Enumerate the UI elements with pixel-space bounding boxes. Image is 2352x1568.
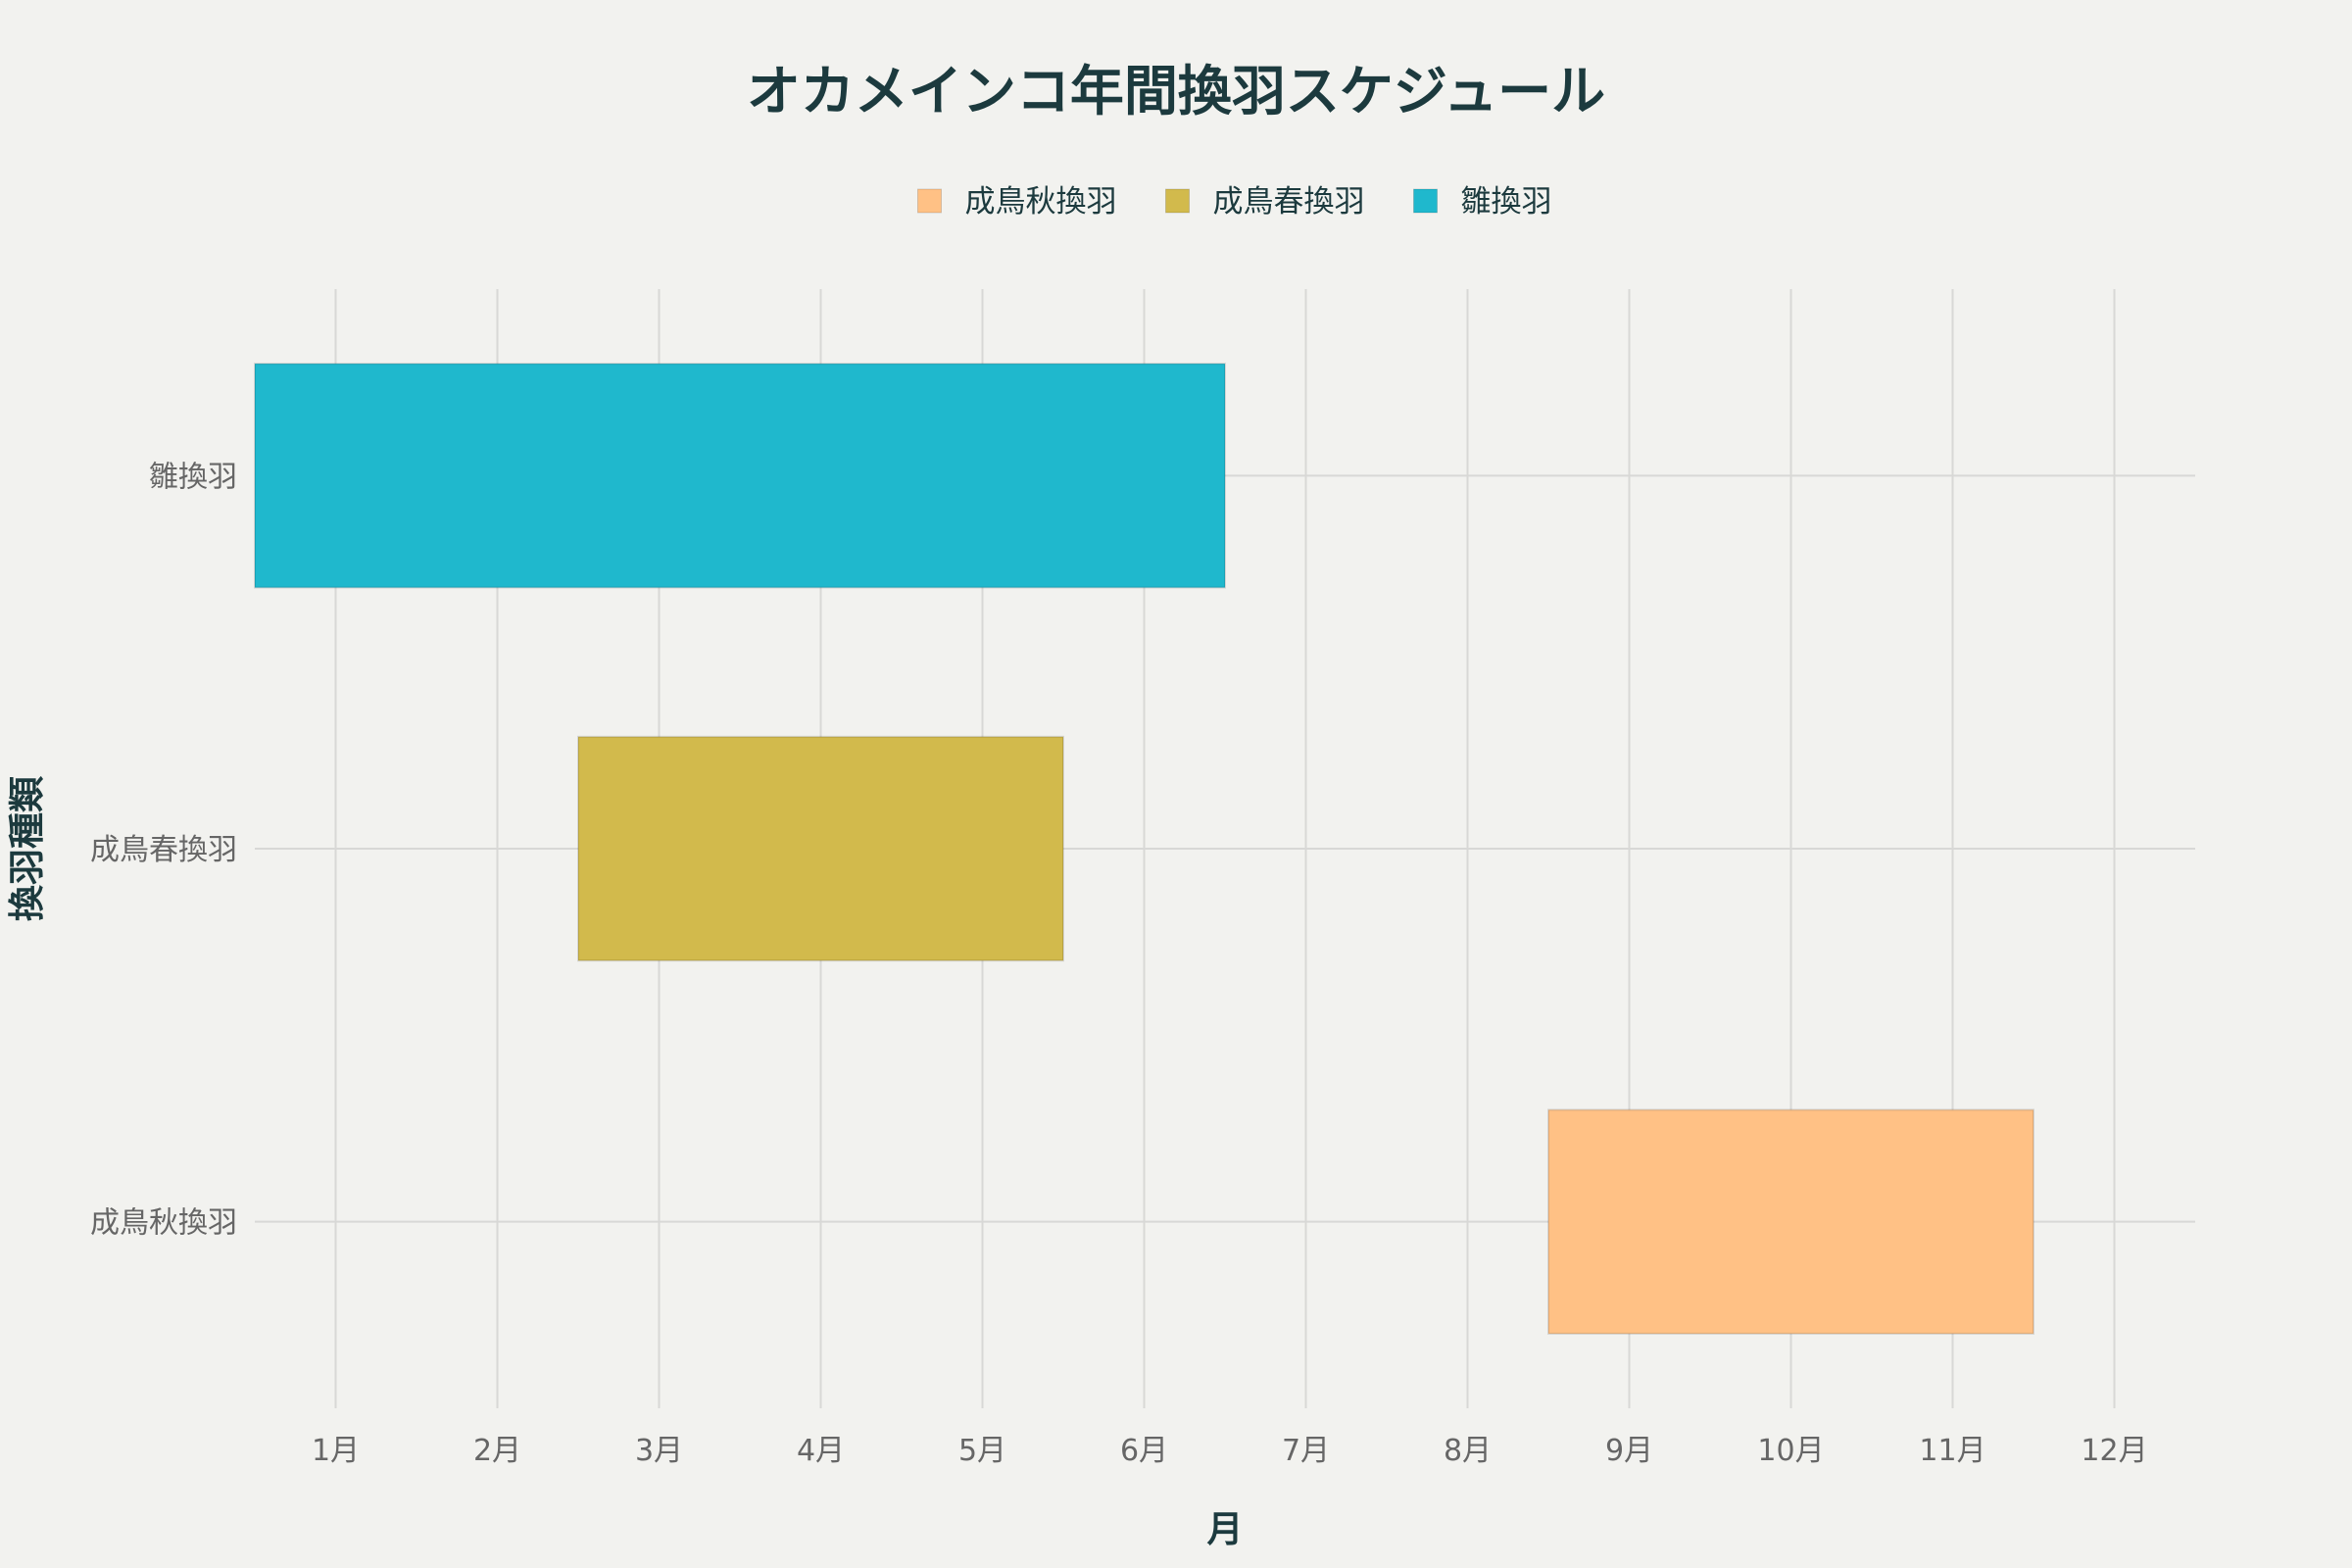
- x-tick-label: 6月: [1120, 1434, 1168, 1468]
- x-tick-label: 10月: [1757, 1434, 1824, 1468]
- y-tick-label: 雛換羽: [149, 460, 237, 494]
- legend-label: 成鳥春換羽: [1213, 184, 1365, 220]
- x-tick-label: 2月: [473, 1434, 521, 1468]
- x-tick-label: 3月: [635, 1434, 683, 1468]
- x-tick-label: 8月: [1444, 1434, 1492, 1468]
- x-tick-label: 5月: [958, 1434, 1006, 1468]
- legend-swatch: [1165, 188, 1191, 214]
- y-tick-label: 成鳥春換羽: [90, 833, 237, 867]
- x-tick-label: 4月: [797, 1434, 845, 1468]
- x-axis-ticks: 1月 2月 3月 4月 5月 6月 7月 8月 9月 10月 11月 12月: [312, 1434, 2148, 1468]
- bar-adult-autumn-molt: [1547, 1108, 2034, 1335]
- y-axis-title: 換羽種類: [6, 775, 48, 921]
- x-tick-label: 12月: [2081, 1434, 2147, 1468]
- x-tick-label: 11月: [1919, 1434, 1985, 1468]
- legend: 成鳥秋換羽 成鳥春換羽 雛換羽: [917, 184, 1551, 220]
- legend-label: 雛換羽: [1460, 184, 1551, 220]
- legend-swatch: [917, 188, 943, 214]
- chart-title: オカメインコ年間換羽スケジュール: [747, 60, 1605, 122]
- y-tick-label: 成鳥秋換羽: [90, 1206, 237, 1241]
- bars: [254, 363, 2034, 1335]
- bar-chick-molt: [254, 363, 1226, 589]
- x-tick-label: 7月: [1282, 1434, 1330, 1468]
- x-axis-title: 月: [1207, 1508, 1244, 1550]
- legend-label: 成鳥秋換羽: [965, 184, 1117, 220]
- x-tick-label: 1月: [312, 1434, 360, 1468]
- bar-adult-spring-molt: [577, 735, 1064, 962]
- legend-swatch: [1412, 188, 1438, 214]
- x-tick-label: 9月: [1605, 1434, 1653, 1468]
